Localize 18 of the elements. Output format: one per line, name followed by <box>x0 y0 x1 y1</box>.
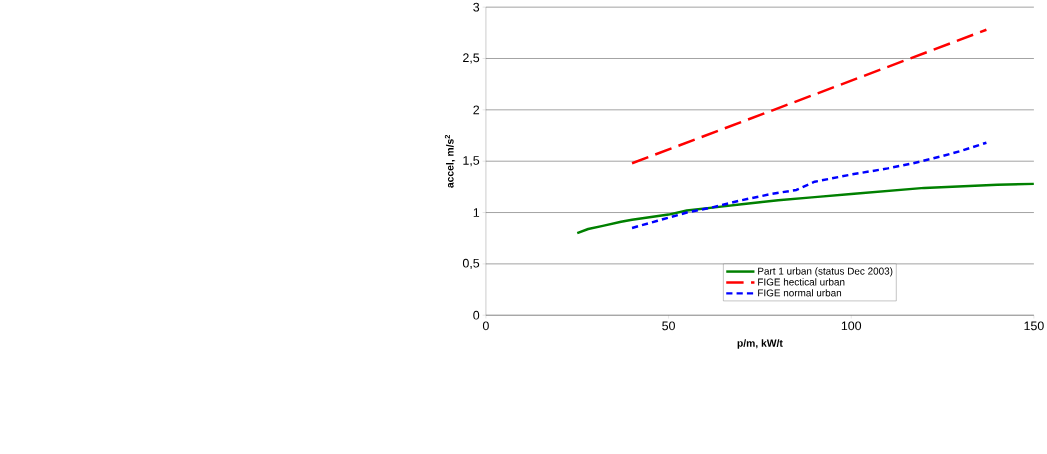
y-tick-label: 0 <box>473 310 480 320</box>
x-axis-title: p/m, kW/t <box>737 339 783 349</box>
x-tick-label: 150 <box>1024 321 1044 331</box>
y-tick-label: 2 <box>473 105 480 115</box>
y-tick-label: 1,5 <box>463 156 480 167</box>
legend-label: FIGE hectical urban <box>758 278 845 286</box>
y-tick-label: 1 <box>473 208 480 217</box>
x-tick-label: 100 <box>841 321 862 331</box>
y-tick-label: 0,5 <box>462 258 480 270</box>
x-tick-label: 0 <box>482 321 489 331</box>
line-series <box>576 182 1034 235</box>
y-tick-label: 3 <box>473 2 480 12</box>
legend-label: Part 1 urban (status Dec 2003) <box>758 267 893 277</box>
x-tick-label: 50 <box>662 321 675 331</box>
y-tick-label: 2,5 <box>463 53 480 64</box>
legend-label: FIGE normal urban <box>758 289 842 297</box>
y-axis-title: accel, m/s$^{2}$ <box>444 135 456 188</box>
line-series <box>630 141 988 230</box>
